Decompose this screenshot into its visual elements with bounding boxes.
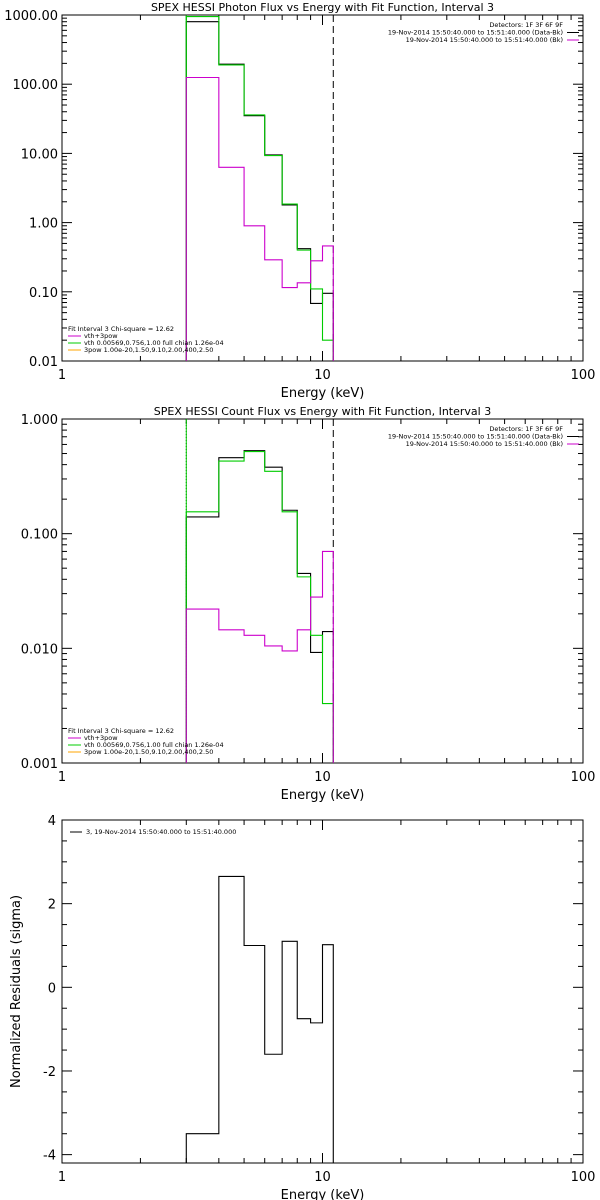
chart-title: SPEX HESSI Count Flux vs Energy with Fit… <box>154 405 491 418</box>
y-tick-label: 1.00 <box>29 217 58 232</box>
y-tick-label: 0.010 <box>21 642 58 657</box>
x-tick-label: 10 <box>314 1170 331 1185</box>
x-tick-label: 100 <box>571 1170 596 1185</box>
y-tick-label: 4 <box>48 814 56 829</box>
series-step-line <box>185 550 334 763</box>
legend-entry: vth 0.00569,0.756,1.00 full chian 1.26e-… <box>84 339 224 347</box>
x-tick-label: 1 <box>58 368 66 383</box>
series-step-line <box>185 76 334 361</box>
x-tick-label: 100 <box>571 770 596 785</box>
x-axis-label: Energy (keV) <box>281 1188 365 1200</box>
legend-entry: 3pow 1.00e-20,1.50,9.10,2.00,400,2.50 <box>84 748 213 756</box>
y-tick-label: 100.00 <box>13 78 59 93</box>
x-tick-label: 10 <box>314 368 331 383</box>
y-tick-label: -4 <box>43 1149 56 1164</box>
legend-entry: 19-Nov-2014 15:50:40.000 to 15:51:40.000… <box>388 29 563 37</box>
series-step-line <box>185 450 334 763</box>
legend-entry: 19-Nov-2014 15:50:40.000 to 15:51:40.000… <box>406 440 563 448</box>
chart-title: SPEX HESSI Photon Flux vs Energy with Fi… <box>151 1 494 14</box>
plot-area <box>185 419 334 763</box>
residuals-panel: 1 10 100 Energy (keV) -4 -2 0 2 4 Normalized Resi… <box>9 814 595 1200</box>
y-tick-label: 1000.00 <box>4 9 58 24</box>
legend-entry: 19-Nov-2014 15:50:40.000 to 15:51:40.000… <box>406 36 563 44</box>
y-tick-label: 0.01 <box>29 355 58 370</box>
y-tick-label: 0.001 <box>21 757 58 772</box>
y-axis-label: Normalized Residuals (sigma) <box>9 895 24 1088</box>
legend-entry: Fit Interval 3 Chi-square = 12.62 <box>68 325 174 333</box>
y-tick-label: 0 <box>48 981 56 996</box>
y-tick-label: 2 <box>48 898 56 913</box>
plot-area <box>185 875 334 1163</box>
legend-entry: Detectors: 1F 3F 6F 9F <box>489 21 563 29</box>
legend-entry: Fit Interval 3 Chi-square = 12.62 <box>68 727 174 735</box>
legend-entry: 3, 19-Nov-2014 15:50:40.000 to 15:51:40.… <box>86 828 236 836</box>
y-tick-label: 10.00 <box>21 147 58 162</box>
legend-entry: 19-Nov-2014 15:50:40.000 to 15:51:40.000… <box>388 433 563 441</box>
y-tick-label: 0.100 <box>21 528 58 543</box>
x-axis-label: Energy (keV) <box>281 788 365 803</box>
legend-entry: vth+3pow <box>84 734 118 742</box>
x-tick-label: 1 <box>58 770 66 785</box>
x-tick-label: 10 <box>314 770 331 785</box>
series-step-line <box>185 21 334 361</box>
y-tick-label: 0.10 <box>29 286 58 301</box>
photon-flux-panel: SPEX HESSI Photon Flux vs Energy with Fi… <box>4 1 595 401</box>
y-tick-label: 1.000 <box>21 413 58 428</box>
series-step-line <box>185 875 334 1163</box>
y-tick-label: -2 <box>43 1065 56 1080</box>
legend-entry: vth 0.00569,0.756,1.00 full chian 1.26e-… <box>84 741 224 749</box>
legend-entry: vth+3pow <box>84 332 118 340</box>
legend-entry: 3pow 1.00e-20,1.50,9.10,2.00,400,2.50 <box>84 346 213 354</box>
x-tick-label: 100 <box>571 368 596 383</box>
series-step-line <box>185 451 334 763</box>
count-flux-panel: SPEX HESSI Count Flux vs Energy with Fit… <box>21 405 596 803</box>
legend-entry: Detectors: 1F 3F 6F 9F <box>489 425 563 433</box>
x-tick-label: 1 <box>58 1170 66 1185</box>
series-step-line <box>185 15 334 361</box>
x-axis-label: Energy (keV) <box>281 386 365 401</box>
plot-area <box>185 15 334 361</box>
